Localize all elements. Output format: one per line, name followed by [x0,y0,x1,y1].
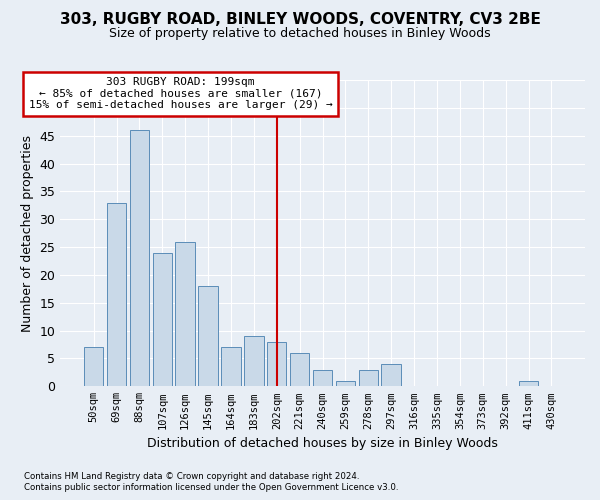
Bar [267,342,286,386]
Bar [175,242,195,386]
Bar [313,370,332,386]
Text: Size of property relative to detached houses in Binley Woods: Size of property relative to detached ho… [109,28,491,40]
Bar [130,130,149,386]
Bar [84,348,103,387]
Text: 303, RUGBY ROAD, BINLEY WOODS, COVENTRY, CV3 2BE: 303, RUGBY ROAD, BINLEY WOODS, COVENTRY,… [59,12,541,28]
Text: Contains public sector information licensed under the Open Government Licence v3: Contains public sector information licen… [24,483,398,492]
Bar [221,348,241,387]
Bar [199,286,218,386]
Bar [290,353,310,386]
Bar [359,370,378,386]
Bar [244,336,263,386]
Bar [519,380,538,386]
Bar [382,364,401,386]
Y-axis label: Number of detached properties: Number of detached properties [20,134,34,332]
Bar [335,380,355,386]
X-axis label: Distribution of detached houses by size in Binley Woods: Distribution of detached houses by size … [147,437,498,450]
Bar [152,252,172,386]
Bar [107,202,126,386]
Text: Contains HM Land Registry data © Crown copyright and database right 2024.: Contains HM Land Registry data © Crown c… [24,472,359,481]
Text: 303 RUGBY ROAD: 199sqm
← 85% of detached houses are smaller (167)
15% of semi-de: 303 RUGBY ROAD: 199sqm ← 85% of detached… [29,77,332,110]
